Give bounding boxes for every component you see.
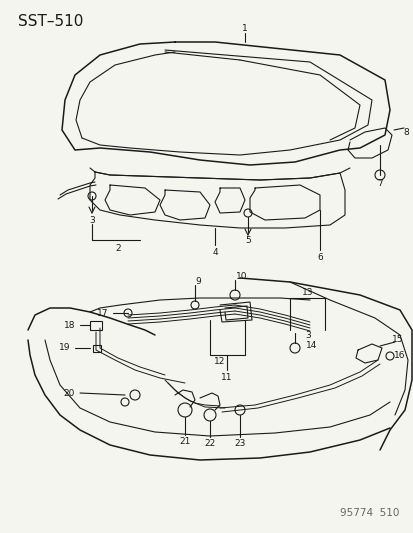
Text: 15: 15 (391, 335, 403, 344)
Text: 2: 2 (115, 244, 121, 253)
Text: 1: 1 (242, 23, 247, 33)
Bar (93, 345, 101, 352)
Text: 11: 11 (221, 373, 232, 382)
Text: 17: 17 (96, 309, 108, 318)
Text: 21: 21 (179, 438, 190, 447)
Text: 14: 14 (306, 341, 317, 350)
Text: 9: 9 (195, 277, 200, 286)
Text: 8: 8 (402, 127, 408, 136)
Text: 16: 16 (393, 351, 405, 359)
Text: 3: 3 (304, 330, 310, 340)
Text: SST–510: SST–510 (18, 14, 83, 29)
Text: 20: 20 (64, 389, 75, 398)
Text: 3: 3 (89, 215, 95, 224)
Text: 5: 5 (244, 236, 250, 245)
Text: 22: 22 (204, 440, 215, 448)
Text: 7: 7 (376, 179, 382, 188)
Text: 12: 12 (214, 358, 225, 367)
Text: 13: 13 (301, 287, 313, 296)
Text: 95774  510: 95774 510 (339, 508, 399, 518)
Text: 19: 19 (58, 343, 70, 352)
Bar (90, 321, 102, 330)
Text: 18: 18 (63, 320, 75, 329)
Text: 6: 6 (316, 253, 322, 262)
Text: 10: 10 (236, 271, 247, 280)
Text: 23: 23 (234, 440, 245, 448)
Text: 4: 4 (212, 247, 217, 256)
